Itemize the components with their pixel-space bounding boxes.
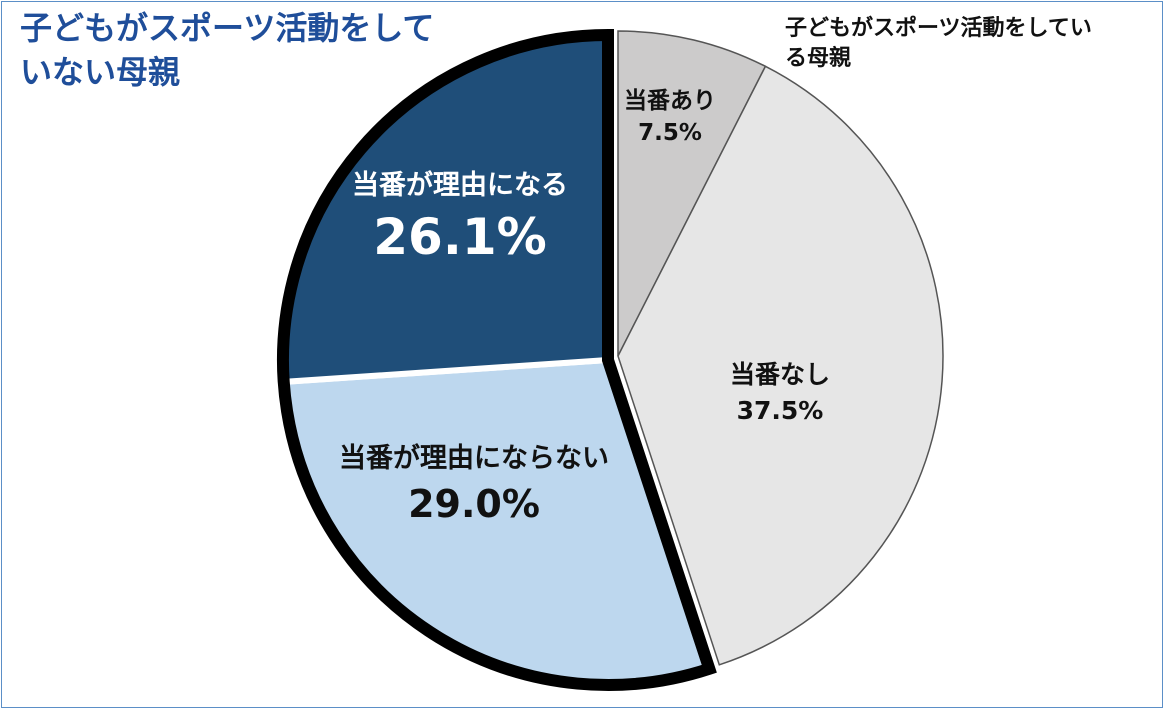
slice-label-4: 当番が理由になる [352,169,568,201]
slice-label-2: 当番なし [730,360,830,389]
group-outline-not-active [277,28,717,691]
slice-value-4: 26.1% [373,208,546,266]
group-label-not-active: 子どもがスポーツ活動をしていない母親 [20,9,435,91]
slice-value-2: 37.5% [737,396,824,425]
group-label-active: 子どもがスポーツ活動をしている母親 [785,16,1092,71]
slice-label-3: 当番が理由にならない [339,442,609,474]
slice-label-1: 当番あり [624,88,716,114]
slice-value-1: 7.5% [638,120,702,146]
slice-value-3: 29.0% [408,482,540,526]
pie-slice-1 [617,30,767,357]
pie-slice-2 [617,65,944,666]
